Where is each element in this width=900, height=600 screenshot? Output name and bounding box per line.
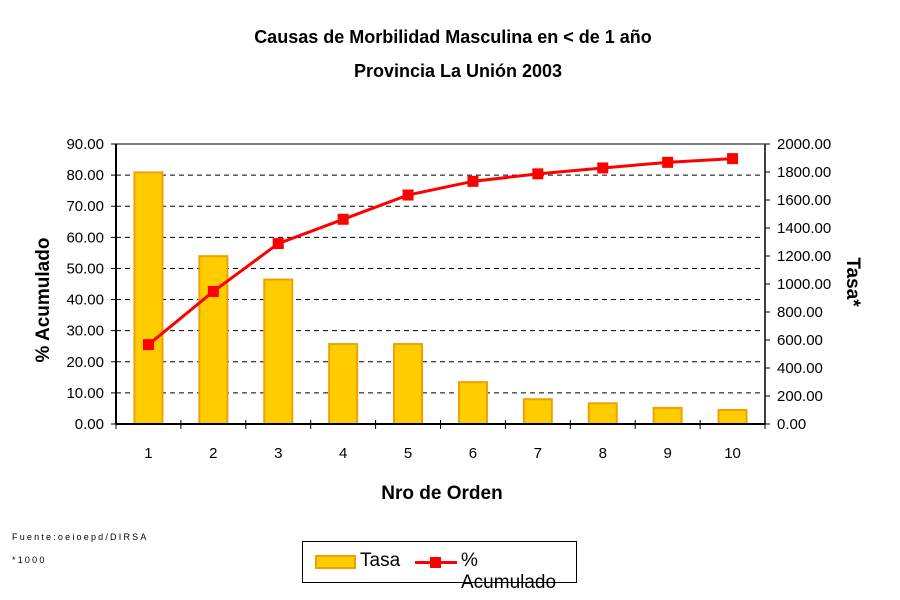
left-tick-label: 60.00 bbox=[66, 229, 104, 246]
bar bbox=[133, 171, 164, 425]
right-tick-label: 0.00 bbox=[777, 416, 806, 433]
source-footnote: Fuente:oeioepd/DIRSA bbox=[12, 532, 149, 542]
rate-footnote: *1000 bbox=[12, 555, 47, 565]
x-tick-label: 4 bbox=[339, 445, 347, 462]
right-tick-label: 1800.00 bbox=[777, 164, 831, 181]
chart-title: Causas de Morbilidad Masculina en < de 1… bbox=[254, 27, 652, 47]
bar bbox=[587, 402, 618, 425]
line-marker bbox=[532, 168, 544, 180]
x-tick-label: 1 bbox=[144, 445, 152, 462]
line-marker bbox=[662, 156, 674, 168]
x-tick-label: 7 bbox=[534, 445, 542, 462]
bar bbox=[328, 343, 359, 425]
line-marker bbox=[337, 213, 349, 225]
left-tick-label: 0.00 bbox=[75, 416, 104, 433]
right-tick-label: 1600.00 bbox=[777, 192, 831, 209]
left-axis-label: % Acumulado bbox=[33, 238, 54, 363]
x-axis-ticks: 1 2 3 4 5 6 7 8 9 10 bbox=[115, 420, 766, 462]
line-marker bbox=[402, 189, 414, 201]
x-tick-label: 6 bbox=[469, 445, 477, 462]
bar bbox=[393, 343, 424, 425]
x-axis-label: Nro de Orden bbox=[381, 483, 502, 504]
right-tick-label: 1000.00 bbox=[777, 276, 831, 293]
right-axis-ticks: 0.00 200.00 400.00 600.00 800.00 1000.00 1200.… bbox=[765, 136, 831, 433]
legend-acumulado-marker bbox=[430, 557, 441, 568]
line-marker bbox=[597, 162, 609, 174]
x-tick-label: 10 bbox=[724, 445, 741, 462]
left-tick-label: 90.00 bbox=[66, 136, 104, 153]
line-marker bbox=[467, 175, 479, 187]
right-tick-label: 2000.00 bbox=[777, 136, 831, 153]
left-tick-label: 80.00 bbox=[66, 167, 104, 184]
right-tick-label: 800.00 bbox=[777, 304, 823, 321]
bar bbox=[457, 381, 488, 426]
line-marker bbox=[207, 285, 219, 297]
legend: Tasa % Acumulado bbox=[302, 541, 577, 593]
left-tick-label: 70.00 bbox=[66, 198, 104, 215]
legend-tasa-swatch bbox=[315, 555, 356, 569]
bar bbox=[717, 409, 748, 425]
bar bbox=[263, 278, 294, 425]
legend-acumulado-label: % Acumulado bbox=[461, 550, 557, 593]
x-tick-label: 8 bbox=[599, 445, 607, 462]
legend-tasa-label: Tasa bbox=[360, 550, 401, 571]
right-tick-label: 1400.00 bbox=[777, 220, 831, 237]
line-marker bbox=[142, 339, 154, 351]
right-tick-label: 400.00 bbox=[777, 360, 823, 377]
bar bbox=[522, 398, 553, 426]
acumulado-line bbox=[142, 153, 739, 351]
right-axis-label: Tasa* bbox=[842, 257, 863, 307]
bar bbox=[198, 255, 229, 426]
x-tick-label: 2 bbox=[209, 445, 217, 462]
line-marker bbox=[727, 153, 739, 165]
left-axis-ticks: 0.00 10.00 20.00 30.00 40.00 50.00 60.00 70.00 8… bbox=[66, 136, 116, 433]
bar bbox=[652, 406, 683, 425]
x-tick-label: 9 bbox=[663, 445, 671, 462]
left-tick-label: 30.00 bbox=[66, 323, 104, 340]
left-tick-label: 50.00 bbox=[66, 260, 104, 277]
right-tick-label: 200.00 bbox=[777, 388, 823, 405]
x-tick-label: 3 bbox=[274, 445, 282, 462]
acumulado-polyline bbox=[147, 157, 733, 346]
x-tick-label: 5 bbox=[404, 445, 412, 462]
left-tick-label: 40.00 bbox=[66, 292, 104, 309]
chart-subtitle: Provincia La Unión 2003 bbox=[353, 61, 563, 81]
right-tick-label: 1200.00 bbox=[777, 248, 831, 265]
right-tick-label: 600.00 bbox=[777, 332, 823, 349]
left-tick-label: 20.00 bbox=[66, 354, 104, 371]
tasa-bars bbox=[133, 171, 748, 426]
left-tick-label: 10.00 bbox=[66, 385, 104, 402]
line-marker bbox=[272, 238, 284, 250]
